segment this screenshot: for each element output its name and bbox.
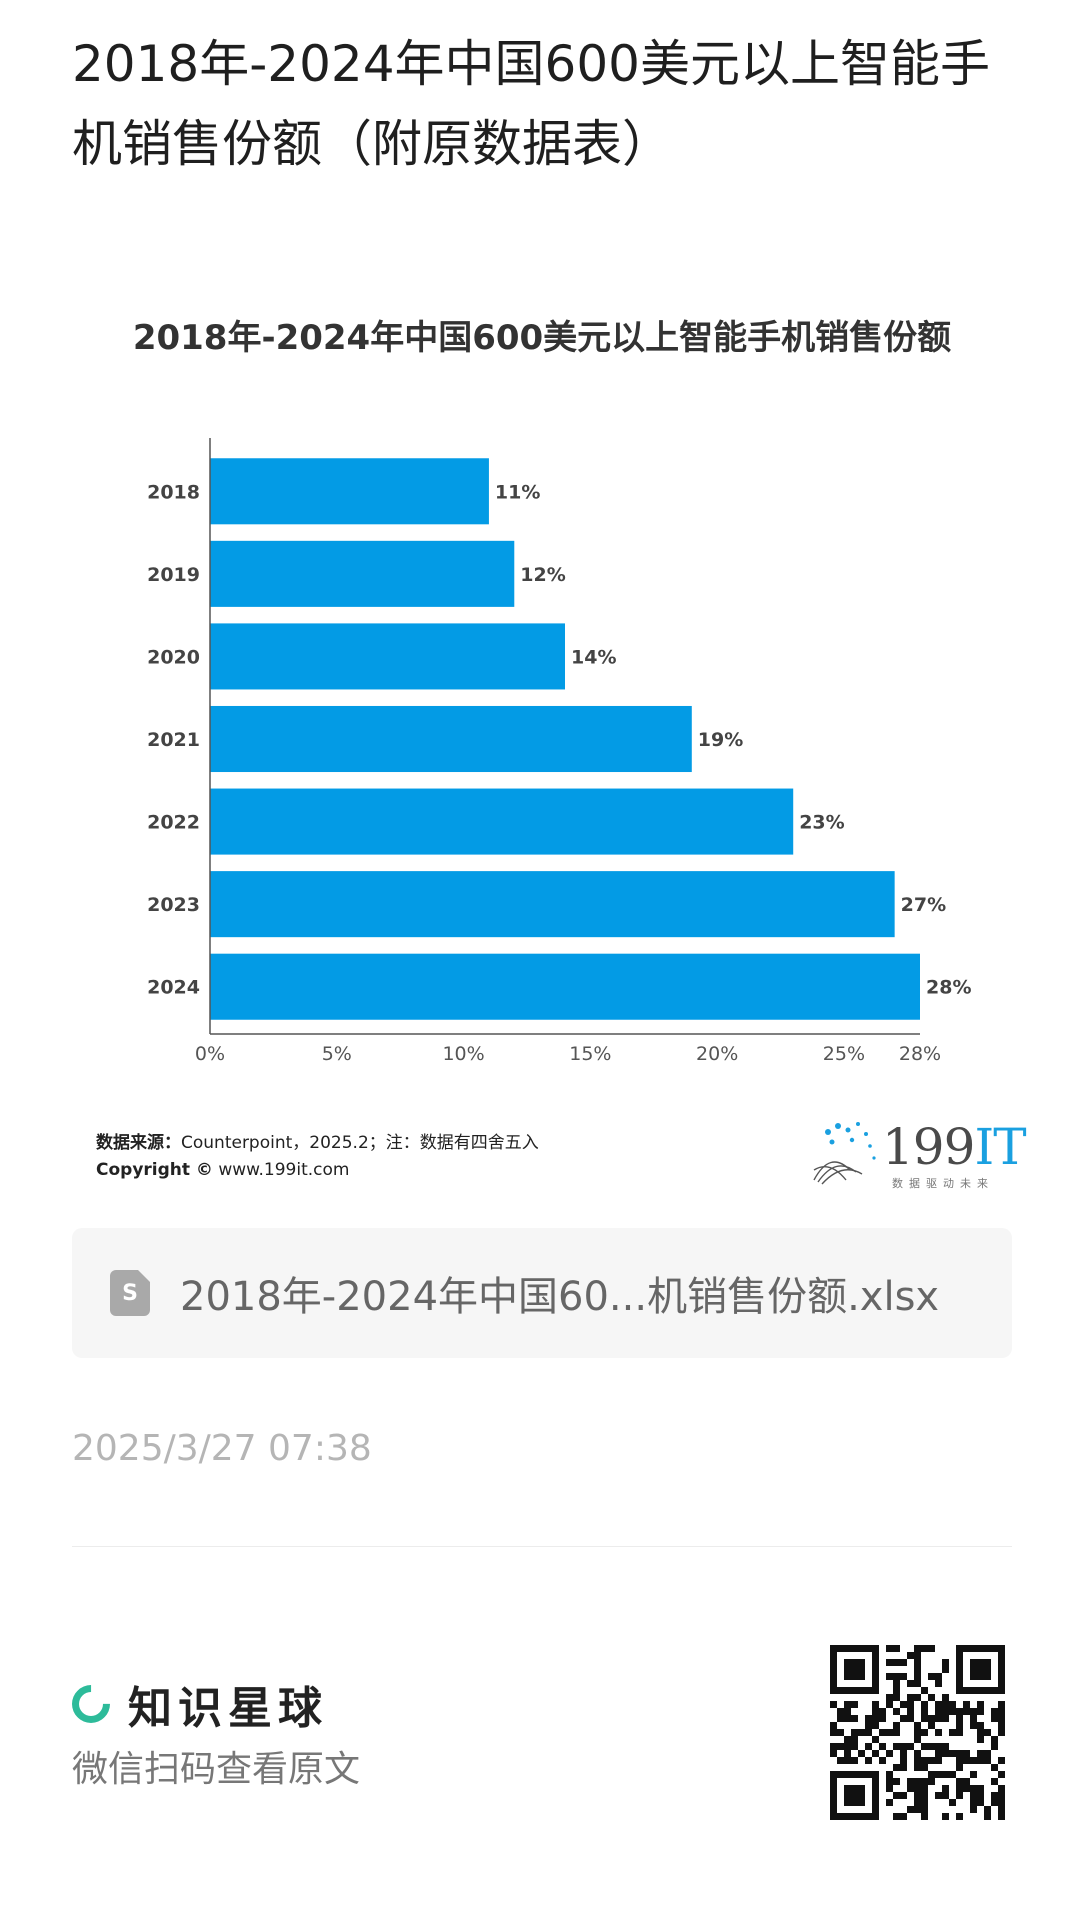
bar-2022 (210, 788, 794, 855)
chart-title: 2018年-2024年中国600美元以上智能手机销售份额 (132, 318, 952, 358)
scan-hint: 微信扫码查看原文 (72, 1749, 361, 1790)
copyright-text: www.199it.com (218, 1160, 350, 1180)
data-label: 27% (901, 894, 946, 916)
y-tick-label: 2019 (147, 564, 200, 586)
spreadsheet-file-icon: S (110, 1270, 150, 1316)
x-tick-label: 28% (899, 1043, 941, 1065)
data-label: 12% (520, 564, 565, 586)
data-label: 11% (495, 481, 540, 503)
data-label: 23% (799, 812, 844, 834)
data-label: 14% (571, 646, 616, 668)
bar-2024 (210, 953, 920, 1020)
y-tick-label: 2018 (147, 481, 200, 503)
divider (72, 1546, 1012, 1547)
brand-wordmark: 199IT (882, 1118, 1027, 1176)
copyright: Copyright © www.199it.com (96, 1160, 349, 1180)
footer-brand-name: 知识星球 (128, 1683, 328, 1734)
x-tick-label: 10% (442, 1043, 484, 1065)
x-tick-label: 25% (823, 1043, 865, 1065)
x-tick-label: 5% (322, 1043, 352, 1065)
brand-slogan: 数据驱动未来 (892, 1177, 994, 1190)
y-tick-label: 2023 (147, 894, 200, 916)
bar-2021 (210, 705, 692, 773)
source-text: Counterpoint，2025.2；注：数据有四舍五入 (181, 1133, 539, 1153)
bar-2019 (210, 540, 515, 607)
y-tick-label: 2024 (147, 977, 200, 999)
bar-2023 (210, 871, 895, 938)
brand-dots-logo-icon (813, 1122, 876, 1185)
attachment-file[interactable]: S 2018年-2024年中国60...机销售份额.xlsx (72, 1228, 1012, 1358)
bar-chart: 2018 11% 2019 12% 2020 14% 2021 19% 2022 23% 2023 2… (147, 438, 971, 1065)
brand-number: 199 (882, 1118, 975, 1176)
y-tick-label: 2020 (147, 646, 200, 668)
x-tick-label: 20% (696, 1043, 738, 1065)
bar-2018 (210, 458, 489, 525)
y-tick-label: 2021 (147, 729, 200, 751)
attachment-filename: 2018年-2024年中国60...机销售份额.xlsx (180, 1274, 940, 1320)
source-label: 数据来源： (96, 1133, 181, 1153)
brand-it: IT (974, 1118, 1026, 1176)
bar-2020 (210, 623, 565, 690)
post-timestamp: 2025/3/27 07:38 (72, 1428, 372, 1469)
chart-image: 2018年-2024年中国600美元以上智能手机销售份额 2018 11% 2019… (72, 290, 1027, 1210)
x-tick-label: 0% (195, 1043, 225, 1065)
qr-code-icon[interactable] (830, 1645, 1005, 1820)
data-label: 19% (698, 729, 743, 751)
footer-brand: 知识星球 (64, 1672, 328, 1736)
post-title: 2018年-2024年中国600美元以上智能手机销售份额（附原数据表） (72, 35, 990, 173)
copyright-label: Copyright © (96, 1160, 213, 1180)
data-source: 数据来源：Counterpoint，2025.2；注：数据有四舍五入 (96, 1128, 539, 1153)
y-tick-label: 2022 (147, 812, 200, 834)
x-tick-label: 15% (569, 1043, 611, 1065)
data-label: 28% (926, 977, 971, 999)
planet-ring-icon (64, 1677, 118, 1731)
